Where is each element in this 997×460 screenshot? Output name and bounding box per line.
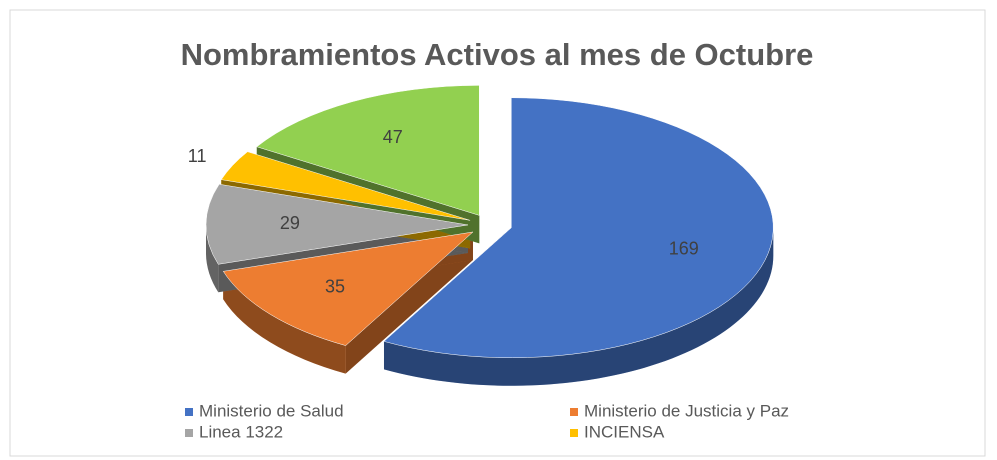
chart-border bbox=[9, 9, 986, 457]
data-label: 35 bbox=[325, 277, 345, 297]
slice-side bbox=[345, 231, 473, 374]
data-label: 47 bbox=[383, 127, 403, 147]
chart-title: Nombramientos Activos al mes de Octubre bbox=[181, 37, 814, 72]
legend-swatch bbox=[185, 429, 193, 437]
legend-swatch bbox=[570, 408, 578, 416]
slice bbox=[205, 183, 469, 265]
data-label: 169 bbox=[669, 239, 699, 259]
slice bbox=[383, 97, 774, 359]
tops bbox=[205, 85, 774, 359]
slice-shade bbox=[383, 227, 774, 386]
data-label: 29 bbox=[280, 213, 300, 233]
legend-swatch bbox=[185, 408, 193, 416]
legend-label: Ministerio de Salud bbox=[199, 401, 344, 420]
slice bbox=[256, 85, 480, 216]
slice bbox=[220, 151, 471, 221]
legend-label: Ministerio de Justicia y Paz bbox=[584, 401, 789, 420]
slice-shade bbox=[206, 224, 219, 293]
slice-wall bbox=[383, 227, 774, 386]
legend-swatch bbox=[570, 429, 578, 437]
data-label: 11 bbox=[188, 146, 207, 166]
slice-wall bbox=[206, 224, 219, 293]
labels: 169 35 29 11 47 bbox=[188, 127, 699, 297]
legend-label: INCIENSA bbox=[584, 422, 665, 441]
slice bbox=[222, 231, 474, 346]
legend-label: Linea 1322 bbox=[199, 422, 283, 441]
slice-shade bbox=[345, 231, 473, 374]
